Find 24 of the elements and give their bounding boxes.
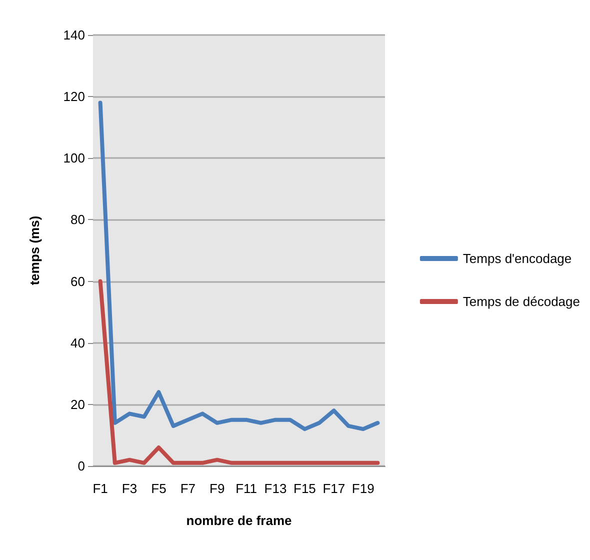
line-series [98,279,380,465]
x-tick-label: F5 [151,481,166,496]
legend-label: Temps de décodage [462,294,580,309]
y-tick-label: 20 [70,396,85,412]
x-tick-label: F13 [264,481,287,496]
x-tick-label: F17 [322,481,346,496]
x-tick-label: F19 [352,481,374,496]
y-tick-label: 100 [63,150,85,166]
y-tick-label: 120 [63,89,85,104]
legend-label: Temps d'encodage [462,251,572,266]
line-series [98,100,380,432]
y-axis-title: temps (ms) [27,216,42,286]
x-tick-label: F7 [180,481,196,496]
x-tick-label: F9 [210,481,225,496]
y-tick-label: 80 [70,212,85,228]
x-tick-label: F1 [92,481,108,496]
y-tick-label: 40 [70,335,85,350]
y-tick-label: 60 [70,274,85,289]
y-tick-label: 140 [63,28,85,42]
x-tick-label: F15 [293,481,316,496]
y-tick-label: 0 [78,458,85,474]
x-axis-title: nombre de frame [186,513,292,528]
x-tick-label: F11 [236,481,258,496]
x-tick-label: F3 [122,481,138,496]
